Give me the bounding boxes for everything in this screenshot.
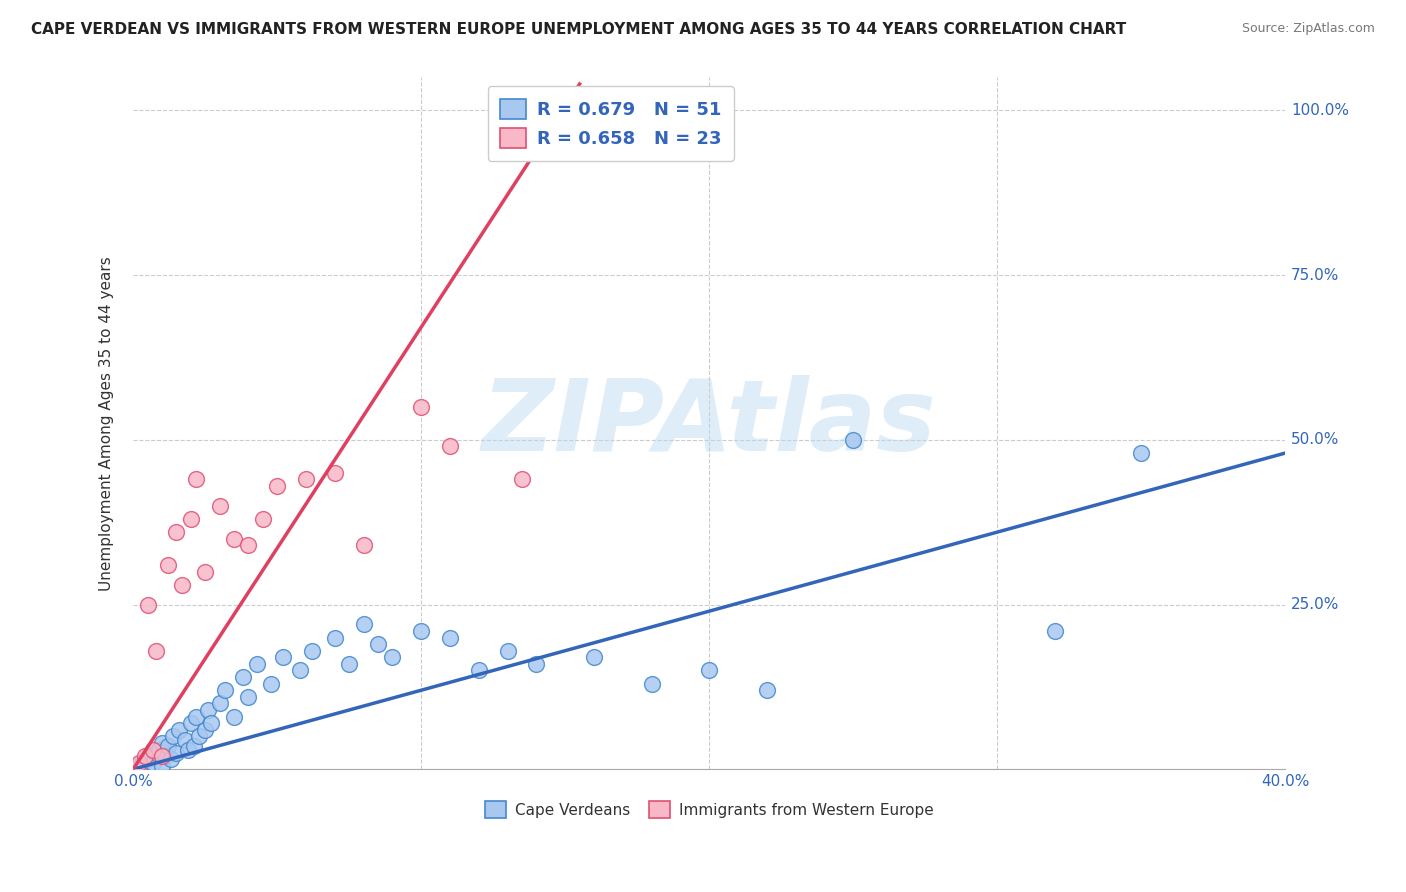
Point [222, 709, 245, 723]
Point [381, 650, 404, 665]
Point [150, 749, 173, 764]
Point [697, 664, 720, 678]
Point [367, 637, 389, 651]
Point [165, 746, 187, 760]
Point [172, 578, 194, 592]
Point [142, 756, 165, 770]
Point [246, 657, 269, 671]
Point [526, 657, 548, 671]
Point [159, 752, 181, 766]
Y-axis label: Unemployment Among Ages 35 to 44 years: Unemployment Among Ages 35 to 44 years [100, 256, 114, 591]
Point [323, 466, 346, 480]
Point [136, 598, 159, 612]
Point [188, 730, 211, 744]
Text: Source: ZipAtlas.com: Source: ZipAtlas.com [1241, 22, 1375, 36]
Point [194, 723, 217, 737]
Point [131, 756, 153, 770]
Point [156, 558, 179, 572]
Point [214, 683, 236, 698]
Point [156, 739, 179, 754]
Point [232, 670, 254, 684]
Point [301, 643, 323, 657]
Text: ZIPAtlas: ZIPAtlas [482, 375, 936, 472]
Point [134, 749, 156, 764]
Text: 25.0%: 25.0% [1291, 597, 1340, 612]
Point [208, 499, 231, 513]
Point [180, 716, 202, 731]
Point [183, 739, 205, 754]
Point [439, 631, 461, 645]
Point [142, 742, 165, 756]
Point [167, 723, 190, 737]
Point [208, 697, 231, 711]
Text: 50.0%: 50.0% [1291, 433, 1340, 448]
Point [145, 746, 167, 760]
Point [510, 472, 533, 486]
Point [186, 472, 208, 486]
Point [128, 756, 150, 770]
Text: CAPE VERDEAN VS IMMIGRANTS FROM WESTERN EUROPE UNEMPLOYMENT AMONG AGES 35 TO 44 : CAPE VERDEAN VS IMMIGRANTS FROM WESTERN … [31, 22, 1126, 37]
Point [337, 657, 360, 671]
Point [842, 433, 865, 447]
Point [174, 732, 197, 747]
Point [439, 439, 461, 453]
Point [266, 479, 288, 493]
Point [252, 512, 274, 526]
Point [238, 690, 260, 704]
Point [496, 643, 519, 657]
Point [200, 716, 222, 731]
Point [1043, 624, 1066, 638]
Point [353, 538, 375, 552]
Point [290, 664, 312, 678]
Point [238, 538, 260, 552]
Point [295, 472, 318, 486]
Point [411, 624, 433, 638]
Point [640, 676, 662, 690]
Point [194, 565, 217, 579]
Point [180, 512, 202, 526]
Point [755, 683, 778, 698]
Point [162, 730, 184, 744]
Point [128, 759, 150, 773]
Point [165, 525, 187, 540]
Point [353, 617, 375, 632]
Point [468, 664, 491, 678]
Text: 75.0%: 75.0% [1291, 268, 1340, 283]
Point [186, 709, 208, 723]
Point [1130, 446, 1153, 460]
Point [145, 643, 167, 657]
Point [148, 742, 170, 756]
Point [197, 703, 219, 717]
Point [136, 752, 159, 766]
Point [271, 650, 294, 665]
Point [150, 736, 173, 750]
Text: 100.0%: 100.0% [1291, 103, 1350, 118]
Point [260, 676, 283, 690]
Point [582, 650, 605, 665]
Point [177, 742, 200, 756]
Point [411, 400, 433, 414]
Point [323, 631, 346, 645]
Point [222, 532, 245, 546]
Point [150, 759, 173, 773]
Point [153, 749, 176, 764]
Point [139, 749, 162, 764]
Legend: Cape Verdeans, Immigrants from Western Europe: Cape Verdeans, Immigrants from Western E… [478, 795, 941, 824]
